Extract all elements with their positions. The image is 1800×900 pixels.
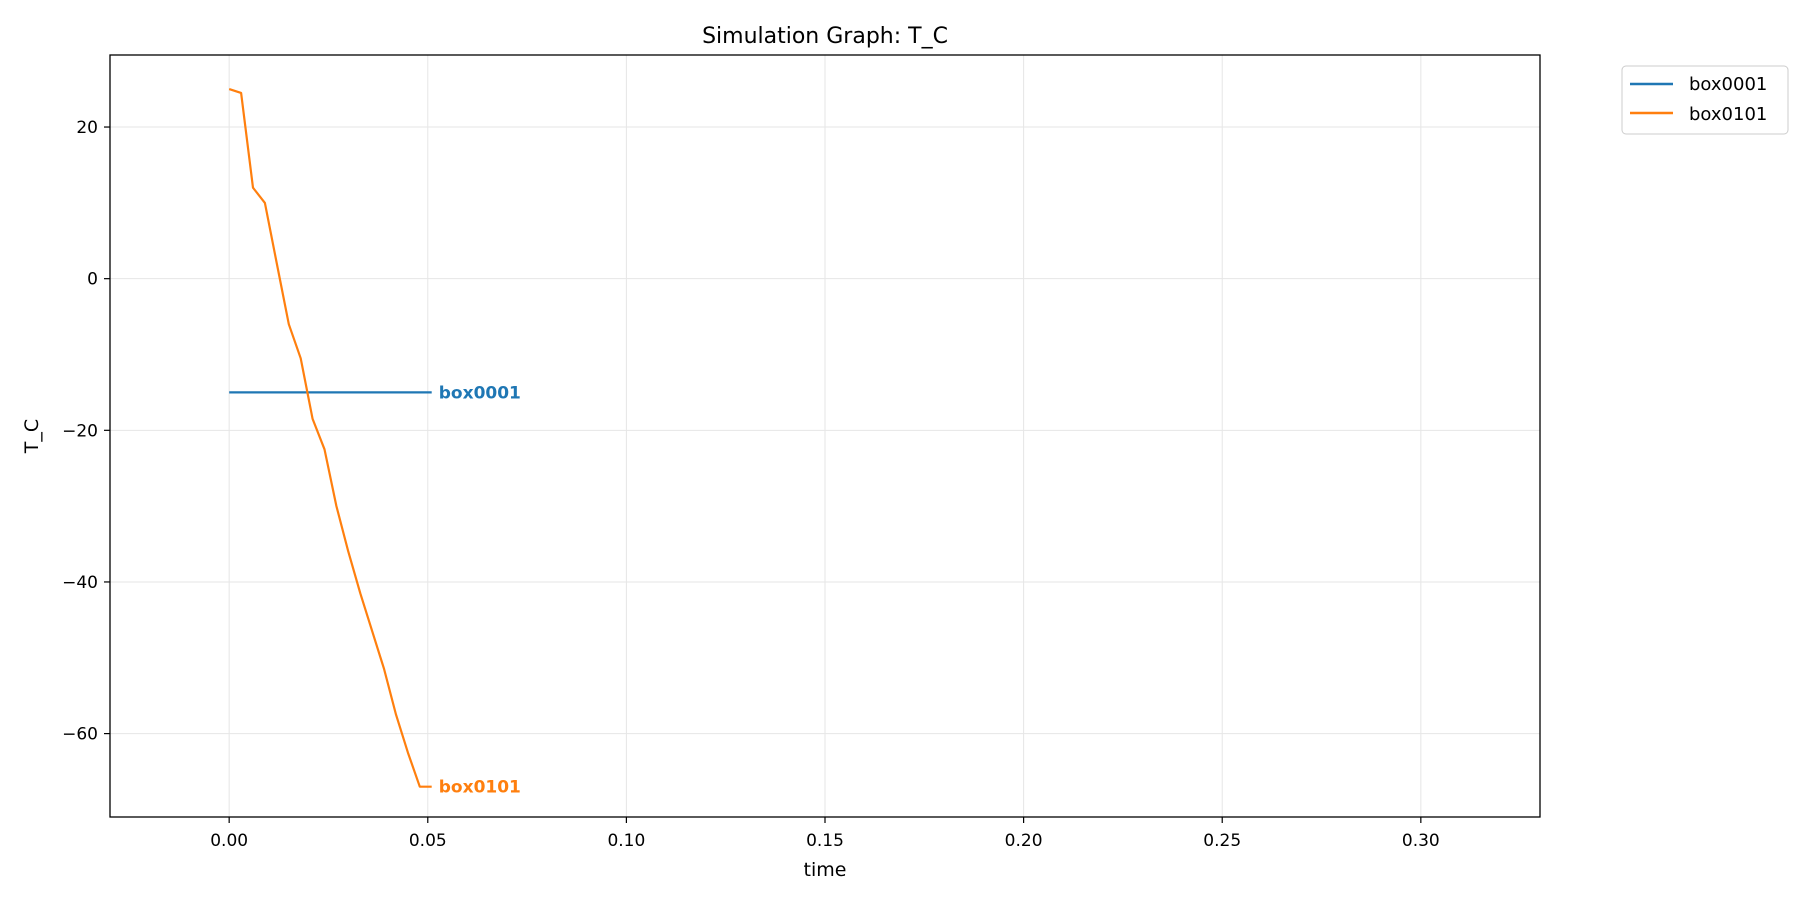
x-tick-label: 0.25 [1203, 831, 1241, 851]
end-labels: box0001 box0101 [439, 383, 521, 797]
y-tick-label: 0 [87, 270, 98, 290]
series-layer [228, 88, 432, 788]
y-tick-label: −40 [62, 573, 98, 593]
legend-label-box0101: box0101 [1689, 104, 1767, 125]
y-tick-label: −20 [62, 421, 98, 441]
y-axis-label: T_C [21, 419, 43, 454]
x-axis-label: time [804, 859, 847, 881]
legend: box0001 box0101 [1621, 65, 1789, 135]
grid [110, 55, 1540, 817]
legend-label-box0001: box0001 [1689, 74, 1767, 95]
chart-title: Simulation Graph: T_C [702, 24, 948, 49]
x-tick-label: 0.30 [1402, 831, 1440, 851]
x-tick-label: 0.00 [210, 831, 248, 851]
x-tick-label: 0.10 [607, 831, 645, 851]
y-axis: 20 0 −20 −40 −60 [62, 118, 110, 745]
series-line-box0101 [228, 88, 432, 788]
x-tick-label: 0.20 [1005, 831, 1043, 851]
y-tick-label: 20 [76, 118, 98, 138]
end-label-box0001: box0001 [439, 383, 521, 403]
y-tick-label: −60 [62, 725, 98, 745]
x-tick-label: 0.05 [409, 831, 447, 851]
x-axis: 0.00 0.05 0.10 0.15 0.20 0.25 0.30 [210, 817, 1440, 851]
end-label-box0101: box0101 [439, 778, 521, 798]
x-tick-label: 0.15 [806, 831, 844, 851]
